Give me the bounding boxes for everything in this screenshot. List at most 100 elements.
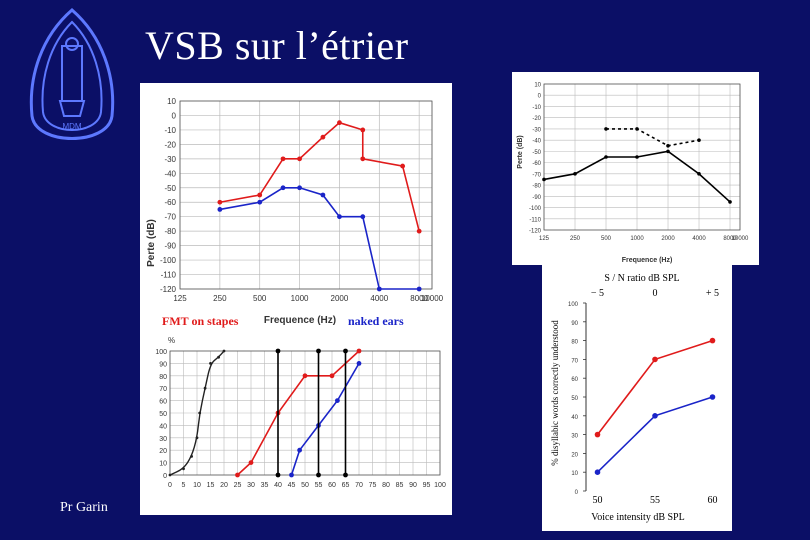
y-tick-label: 0	[172, 111, 177, 120]
x-tick-label: 25	[234, 482, 242, 489]
sn-tick-label: + 5	[706, 288, 719, 299]
data-point	[635, 127, 639, 131]
x-tick-label: 500	[601, 236, 612, 242]
y-tick-label: 90	[571, 321, 578, 327]
y-tick-label: -40	[532, 139, 541, 145]
data-point	[573, 172, 577, 176]
y-tick-label: 0	[575, 490, 579, 496]
data-point	[360, 156, 366, 162]
y-tick-label: -70	[532, 172, 541, 178]
x-tick-label: 8000	[410, 294, 428, 303]
series-line	[606, 128, 700, 147]
data-point	[652, 356, 658, 363]
x-tick-label: 4000	[370, 294, 388, 303]
x-axis-label: Voice intensity dB SPL	[591, 512, 684, 523]
y-tick-label: -40	[164, 169, 176, 178]
x-tick-label: 60	[328, 482, 336, 489]
x-tick-label: 75	[369, 482, 377, 489]
x-tick-label: 2000	[331, 294, 349, 303]
x-tick-label: 30	[247, 482, 255, 489]
x-tick-label: 55	[650, 495, 660, 506]
y-tick-label: -90	[164, 242, 176, 251]
x-tick-label: 250	[213, 294, 227, 303]
data-point	[335, 398, 340, 403]
y-tick-label: 0	[163, 473, 167, 480]
y-tick-label: -120	[529, 229, 542, 235]
data-point	[635, 155, 639, 159]
university-seal: MDM	[22, 6, 122, 161]
data-point	[182, 467, 185, 471]
x-tick-label: 40	[274, 482, 282, 489]
data-point	[697, 172, 701, 176]
sn-ratio-label: S / N ratio dB SPL	[604, 273, 679, 284]
data-point	[400, 163, 406, 169]
data-point	[217, 207, 223, 212]
data-point	[697, 138, 701, 142]
data-point	[356, 348, 362, 354]
y-axis-label: Perte (dB)	[146, 219, 157, 267]
plot-frame	[543, 83, 741, 231]
x-tick-label: 85	[396, 482, 404, 489]
x-tick-label: 95	[423, 482, 431, 489]
y-tick-label: 70	[159, 386, 167, 393]
x-tick-label: 125	[539, 236, 550, 242]
x-tick-label: 100	[434, 482, 446, 489]
y-tick-label: 40	[159, 423, 167, 430]
data-point	[709, 337, 716, 344]
x-tick-label: 15	[207, 482, 215, 489]
data-point	[360, 127, 366, 133]
speech-intelligibility-chart: S / N ratio dB SPL − 5 0 + 5 % disyllabic …	[550, 273, 719, 523]
data-point	[356, 361, 362, 366]
y-tick-label: 50	[159, 411, 167, 418]
university-seal-icon: MDM	[29, 8, 115, 140]
y-tick-label: -80	[532, 184, 541, 190]
seal-text: MDM	[62, 122, 81, 131]
y-tick-label: -120	[160, 285, 177, 294]
data-point	[666, 143, 670, 148]
bottom-right-chart-panel: S / N ratio dB SPL − 5 0 + 5 % disyllabic …	[542, 265, 732, 531]
x-tick-label: 0	[168, 482, 172, 489]
data-point	[360, 214, 366, 220]
x-tick-label: 80	[382, 482, 390, 489]
y-tick-label: -100	[160, 256, 177, 265]
y-tick-label: 50	[571, 396, 578, 402]
data-point	[257, 199, 263, 205]
data-point	[203, 386, 207, 390]
y-tick-label: -60	[532, 161, 541, 167]
data-point	[275, 348, 281, 354]
sn-tick-label: − 5	[591, 288, 604, 299]
plot-frame	[169, 350, 441, 476]
x-tick-label: 8000	[723, 236, 737, 242]
data-point	[217, 355, 220, 359]
data-point	[604, 155, 608, 159]
data-point	[235, 472, 240, 478]
data-point	[416, 286, 422, 292]
data-point	[289, 472, 294, 478]
data-point	[604, 127, 608, 131]
data-point	[217, 199, 223, 205]
data-point	[320, 134, 326, 140]
y-tick-label: 80	[571, 340, 578, 346]
x-tick-label: 1000	[630, 236, 644, 242]
data-point	[297, 185, 302, 191]
data-point	[190, 455, 193, 458]
x-tick-label: 65	[342, 482, 350, 489]
series-line	[219, 121, 420, 232]
y-tick-label: 10	[167, 97, 176, 106]
data-point	[275, 472, 281, 478]
y-tick-label: 70	[571, 358, 578, 364]
data-point	[666, 149, 670, 154]
reference-audiogram-chart: 10 0 -10 -20 -30 -40 -50 -60 -70 -80 -90 -100 -110 -1…	[517, 83, 749, 265]
x-tick-label: 5	[182, 482, 186, 489]
data-point	[343, 348, 348, 354]
data-point	[376, 286, 382, 292]
x-axis-label: Frequence (Hz)	[264, 315, 336, 326]
y-tick-label: 80	[159, 374, 167, 381]
x-tick-label: 4000	[692, 236, 706, 242]
data-point	[257, 192, 263, 198]
x-tick-label: 10000	[421, 294, 444, 303]
x-axis-label: Frequence (Hz)	[622, 257, 673, 264]
plot-frame	[179, 100, 433, 290]
y-tick-label: -10	[532, 105, 541, 111]
percent-symbol: %	[168, 336, 175, 345]
